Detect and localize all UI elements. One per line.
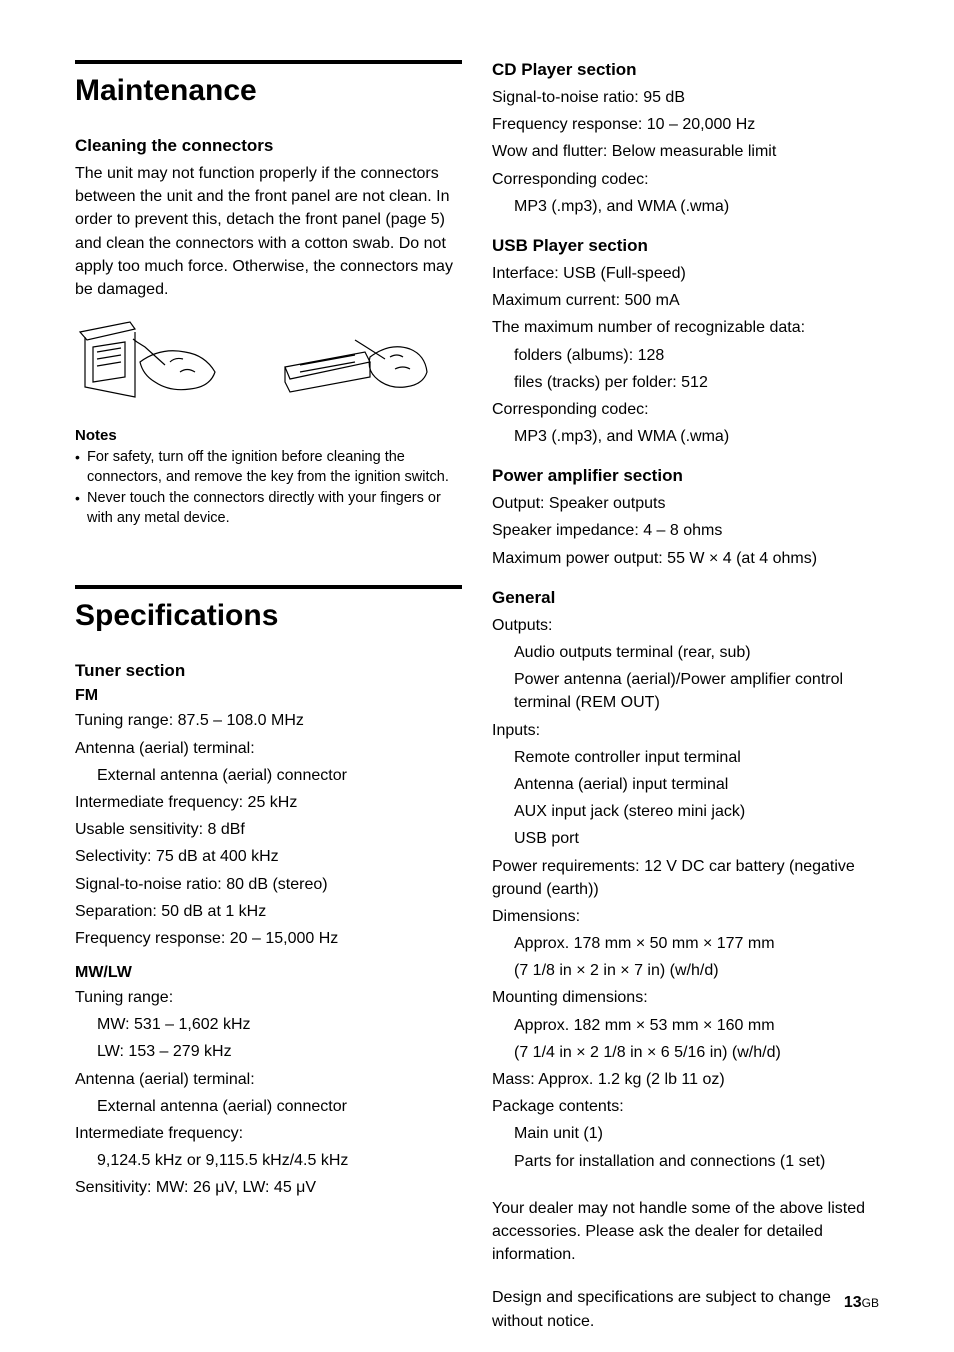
cleaning-heading: Cleaning the connectors [75, 136, 462, 156]
spec-line: Selectivity: 75 dB at 400 kHz [75, 845, 462, 868]
rule [75, 60, 462, 64]
mwlw-block: Tuning range: MW: 531 – 1,602 kHz LW: 153 … [75, 986, 462, 1200]
spec-line: Mass: Approx. 1.2 kg (2 lb 11 oz) [492, 1068, 879, 1091]
spec-line: Usable sensitivity: 8 dBf [75, 818, 462, 841]
usb-heading: USB Player section [492, 236, 879, 256]
spec-line: Antenna (aerial) input terminal [492, 773, 879, 796]
page-region: GB [862, 1296, 879, 1310]
spec-line: USB port [492, 827, 879, 850]
spec-line: Output: Speaker outputs [492, 492, 879, 515]
cleaning-illustration-2 [275, 317, 435, 407]
spec-line: Main unit (1) [492, 1122, 879, 1145]
cd-heading: CD Player section [492, 60, 879, 80]
spec-line: External antenna (aerial) connector [75, 764, 462, 787]
right-column: CD Player section Signal-to-noise ratio:… [492, 60, 879, 1333]
mwlw-heading: MW/LW [75, 964, 462, 982]
spec-line: Tuning range: [75, 986, 462, 1009]
spec-line: Power antenna (aerial)/Power amplifier c… [492, 668, 879, 714]
page-number: 13GB [844, 1294, 879, 1312]
spec-line: Remote controller input terminal [492, 746, 879, 769]
spec-line: External antenna (aerial) connector [75, 1095, 462, 1118]
spec-line: Inputs: [492, 719, 879, 742]
spec-line: Antenna (aerial) terminal: [75, 1068, 462, 1091]
general-heading: General [492, 588, 879, 608]
spec-line: folders (albums): 128 [492, 344, 879, 367]
spec-line: Separation: 50 dB at 1 kHz [75, 900, 462, 923]
spec-line: (7 1/8 in × 2 in × 7 in) (w/h/d) [492, 959, 879, 982]
spec-line: Tuning range: 87.5 – 108.0 MHz [75, 709, 462, 732]
spec-line: Intermediate frequency: [75, 1122, 462, 1145]
spec-line: Mounting dimensions: [492, 986, 879, 1009]
footer-text-1: Your dealer may not handle some of the a… [492, 1197, 879, 1267]
cleaning-body: The unit may not function properly if th… [75, 162, 462, 301]
spec-line: Audio outputs terminal (rear, sub) [492, 641, 879, 664]
spec-line: Signal-to-noise ratio: 95 dB [492, 86, 879, 109]
spec-line: LW: 153 – 279 kHz [75, 1040, 462, 1063]
spec-line: Maximum current: 500 mA [492, 289, 879, 312]
tuner-heading: Tuner section [75, 661, 462, 681]
illustration-row [75, 317, 462, 407]
cleaning-illustration-1 [75, 317, 235, 407]
spec-line: files (tracks) per folder: 512 [492, 371, 879, 394]
spec-line: Frequency response: 10 – 20,000 Hz [492, 113, 879, 136]
spec-line: Corresponding codec: [492, 168, 879, 191]
spec-line: Sensitivity: MW: 26 μV, LW: 45 μV [75, 1176, 462, 1199]
note-item: Never touch the connectors directly with… [75, 489, 462, 528]
left-column: Maintenance Cleaning the connectors The … [75, 60, 462, 1333]
spec-line: Signal-to-noise ratio: 80 dB (stereo) [75, 873, 462, 896]
spec-line: MP3 (.mp3), and WMA (.wma) [492, 425, 879, 448]
spec-line: Interface: USB (Full-speed) [492, 262, 879, 285]
spec-line: Parts for installation and connections (… [492, 1150, 879, 1173]
spec-line: Corresponding codec: [492, 398, 879, 421]
spec-line: Approx. 178 mm × 50 mm × 177 mm [492, 932, 879, 955]
spec-line: Dimensions: [492, 905, 879, 928]
spec-line: Wow and flutter: Below measurable limit [492, 140, 879, 163]
spec-line: MW: 531 – 1,602 kHz [75, 1013, 462, 1036]
fm-heading: FM [75, 687, 462, 705]
spec-line: Approx. 182 mm × 53 mm × 160 mm [492, 1014, 879, 1037]
rule [75, 585, 462, 589]
spec-line: The maximum number of recognizable data: [492, 316, 879, 339]
spec-line: MP3 (.mp3), and WMA (.wma) [492, 195, 879, 218]
notes-list: For safety, turn off the ignition before… [75, 448, 462, 528]
spec-line: Intermediate frequency: 25 kHz [75, 791, 462, 814]
amp-block: Output: Speaker outputs Speaker impedance… [492, 492, 879, 570]
footer-text-2: Design and specifications are subject to… [492, 1286, 879, 1332]
spec-line: Frequency response: 20 – 15,000 Hz [75, 927, 462, 950]
general-block: Outputs: Audio outputs terminal (rear, su… [492, 614, 879, 1173]
spec-line: Power requirements: 12 V DC car battery … [492, 855, 879, 901]
page-number-value: 13 [844, 1294, 862, 1311]
spec-line: Outputs: [492, 614, 879, 637]
cd-block: Signal-to-noise ratio: 95 dB Frequency re… [492, 86, 879, 218]
spec-line: 9,124.5 kHz or 9,115.5 kHz/4.5 kHz [75, 1149, 462, 1172]
spec-line: AUX input jack (stereo mini jack) [492, 800, 879, 823]
spec-line: Maximum power output: 55 W × 4 (at 4 ohm… [492, 547, 879, 570]
fm-block: Tuning range: 87.5 – 108.0 MHz Antenna (a… [75, 709, 462, 950]
notes-heading: Notes [75, 427, 462, 444]
specs-title: Specifications [75, 599, 462, 633]
amp-heading: Power amplifier section [492, 466, 879, 486]
spec-line: (7 1/4 in × 2 1/8 in × 6 5/16 in) (w/h/d… [492, 1041, 879, 1064]
usb-block: Interface: USB (Full-speed) Maximum curre… [492, 262, 879, 448]
spec-line: Antenna (aerial) terminal: [75, 737, 462, 760]
spec-line: Package contents: [492, 1095, 879, 1118]
maintenance-title: Maintenance [75, 74, 462, 108]
note-item: For safety, turn off the ignition before… [75, 448, 462, 487]
spec-line: Speaker impedance: 4 – 8 ohms [492, 519, 879, 542]
